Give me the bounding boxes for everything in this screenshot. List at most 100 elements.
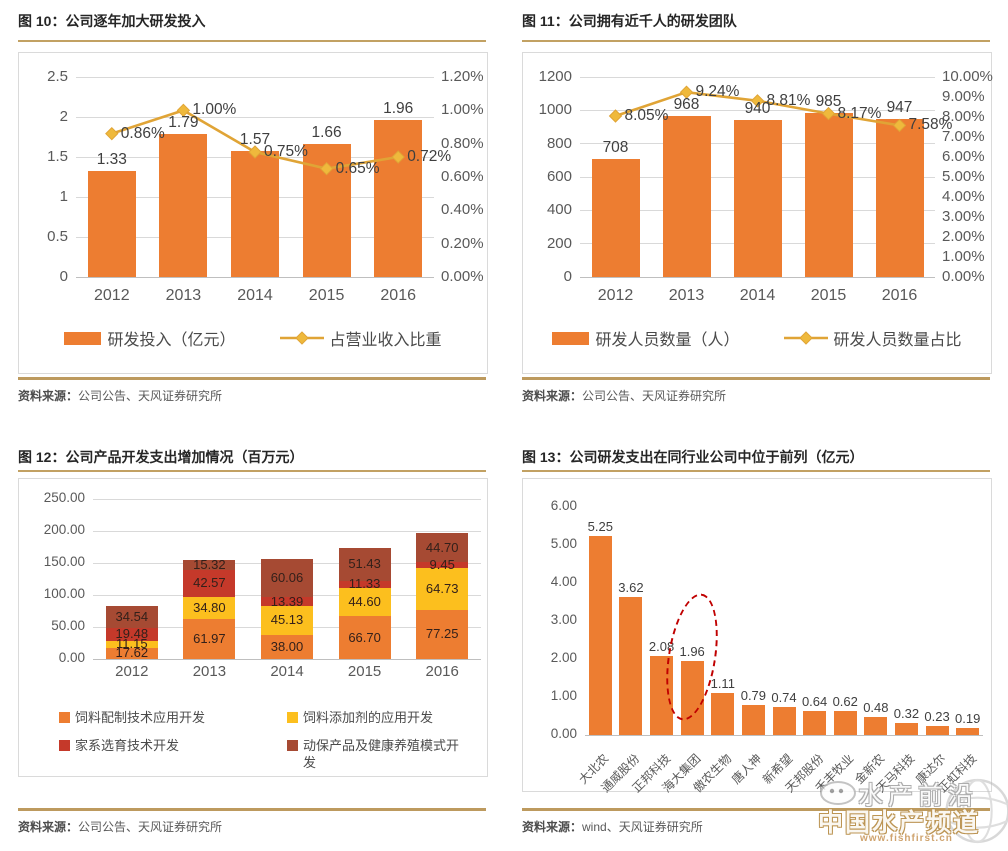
bar bbox=[804, 112, 853, 277]
y-axis-tick-label: 400 bbox=[546, 201, 572, 219]
y-axis-tick-label: 200 bbox=[546, 234, 572, 252]
stacked-bar-segment bbox=[183, 560, 236, 570]
x-axis-category-label: 2015 bbox=[308, 287, 345, 304]
figure13-title-rule bbox=[522, 470, 990, 472]
bar bbox=[741, 704, 765, 735]
y-axis-tick-label: 0.00 bbox=[550, 726, 577, 741]
line-value-label: 0.75% bbox=[264, 143, 308, 160]
bar-value-label: 1.11 bbox=[710, 675, 735, 691]
figure13-title: 图 13：公司研发支出在同行业公司中位于前列（亿元） bbox=[522, 449, 864, 465]
y-axis-tick-label: 1.5 bbox=[47, 148, 68, 165]
bar-value-label: 708 bbox=[602, 139, 629, 156]
bar-value-label: 1.33 bbox=[96, 150, 127, 168]
bar-value-label: 968 bbox=[673, 95, 700, 113]
bar bbox=[680, 660, 704, 735]
bar bbox=[833, 711, 857, 735]
bar bbox=[894, 722, 918, 735]
x-axis-category-label: 2012 bbox=[115, 663, 149, 680]
y-axis-tick-label: 6.00 bbox=[550, 498, 577, 513]
legend-item: 饲料配制技术应用开发 bbox=[59, 709, 274, 726]
stacked-bar-segment bbox=[416, 568, 469, 610]
legend-bar-swatch bbox=[552, 331, 590, 345]
grid-line bbox=[76, 116, 434, 118]
bar bbox=[864, 716, 888, 735]
figure10-title-rule bbox=[18, 40, 486, 42]
right-axis-tick-label: 0.80% bbox=[441, 134, 484, 152]
legend: 研发投入（亿元） 占营业收入比重 bbox=[19, 326, 487, 350]
axis-baseline bbox=[76, 276, 434, 278]
grid-line bbox=[580, 109, 935, 111]
stacked-bar-segment bbox=[105, 640, 158, 648]
bar-value-label: 1.57 bbox=[239, 131, 271, 149]
figure10-source: 资料来源：公司公告、天风证券研究所 bbox=[18, 387, 222, 404]
source-value: 公司公告、天风证券研究所 bbox=[582, 389, 727, 403]
bar bbox=[803, 710, 827, 735]
segment-value-label: 13.39 bbox=[270, 593, 304, 609]
y-axis-tick-label: 250.00 bbox=[43, 490, 85, 505]
right-axis-tick-label: 1.20% bbox=[441, 68, 484, 85]
segment-value-label: 45.13 bbox=[270, 612, 304, 628]
right-axis-tick-label: 0.20% bbox=[441, 234, 484, 252]
y-axis-tick-label: 1 bbox=[59, 188, 68, 205]
y-axis-tick-label: 2.5 bbox=[47, 68, 68, 85]
legend-label: 饲料添加剂的应用开发 bbox=[303, 710, 434, 725]
x-axis-category-label: 2015 bbox=[347, 663, 382, 680]
source-value: 公司公告、天风证券研究所 bbox=[78, 820, 223, 834]
legend-item: 饲料添加剂的应用开发 bbox=[287, 709, 502, 726]
segment-value-label: 17.62 bbox=[115, 645, 149, 661]
legend-label: 饲料配制技术应用开发 bbox=[75, 710, 206, 725]
y-axis-tick-label: 3.00 bbox=[550, 612, 577, 627]
bar-value-label: 0.74 bbox=[771, 689, 797, 705]
right-axis-tick-label: 6.00% bbox=[942, 148, 985, 165]
legend-label: 家系选育技术开发 bbox=[75, 738, 180, 753]
figure10-source-rule bbox=[18, 377, 486, 380]
bar-value-label: 940 bbox=[744, 100, 771, 118]
figure12-source: 资料来源：公司公告、天风证券研究所 bbox=[18, 818, 222, 835]
x-axis-category-label: 2016 bbox=[881, 287, 918, 304]
stacked-bar-segment bbox=[105, 606, 158, 629]
legend-label: 占营业收入比重 bbox=[329, 332, 442, 349]
legend-label: 研发投入（亿元） bbox=[107, 332, 236, 349]
right-axis-tick-label: 1.00% bbox=[942, 248, 985, 265]
legend: 研发人员数量（人） 研发人员数量占比 bbox=[523, 326, 991, 350]
bar bbox=[925, 726, 949, 735]
stacked-bar-segment bbox=[183, 569, 236, 598]
source-value: wind、天风证券研究所 bbox=[582, 820, 703, 834]
x-axis-category-label: 2012 bbox=[94, 287, 130, 304]
y-axis-tick-label: 100.00 bbox=[43, 586, 85, 601]
y-axis-tick-label: 1.00 bbox=[550, 688, 577, 703]
bar bbox=[231, 151, 279, 277]
y-axis-tick-label: 5.00 bbox=[550, 536, 577, 551]
legend-label: 研发人员数量占比 bbox=[833, 332, 962, 349]
line-value-label: 0.65% bbox=[335, 159, 380, 177]
figure11-title: 图 11：公司拥有近千人的研发团队 bbox=[522, 13, 737, 29]
y-axis-tick-label: 50.00 bbox=[51, 618, 85, 633]
legend-label: 动保产品及健康养殖模式开发 bbox=[303, 738, 460, 770]
figure11-source: 资料来源：公司公告、天风证券研究所 bbox=[522, 387, 726, 404]
legend-label: 研发人员数量（人） bbox=[595, 332, 740, 349]
right-axis-tick-label: 0.00% bbox=[441, 268, 484, 285]
bar-value-label: 0.64 bbox=[801, 693, 828, 709]
segment-value-label: 60.06 bbox=[270, 570, 304, 585]
figure13-source-rule bbox=[522, 808, 990, 811]
segment-value-label: 34.54 bbox=[115, 609, 149, 625]
stacked-bar-segment bbox=[338, 587, 391, 617]
source-prefix: 资料来源： bbox=[18, 389, 79, 403]
line-value-label: 0.72% bbox=[407, 148, 452, 165]
bar-value-label: 0.32 bbox=[893, 705, 920, 721]
bar-value-label: 947 bbox=[886, 99, 913, 117]
bar bbox=[87, 170, 136, 277]
bar bbox=[875, 119, 924, 277]
stacked-bar-segment bbox=[416, 609, 469, 659]
figure11-source-rule bbox=[522, 377, 990, 380]
legend-item-bar: 研发投入（亿元） bbox=[64, 326, 236, 350]
axis-baseline bbox=[580, 276, 935, 278]
segment-value-label: 11.33 bbox=[348, 576, 381, 592]
x-axis-category-label: 2014 bbox=[237, 287, 273, 304]
bar-value-label: 1.96 bbox=[383, 100, 414, 118]
x-axis-category-label: 唐人神 bbox=[729, 751, 765, 787]
stacked-bar-segment bbox=[183, 619, 236, 659]
bar-value-label: 0.19 bbox=[955, 710, 981, 726]
bar-value-label: 1.96 bbox=[679, 643, 705, 659]
